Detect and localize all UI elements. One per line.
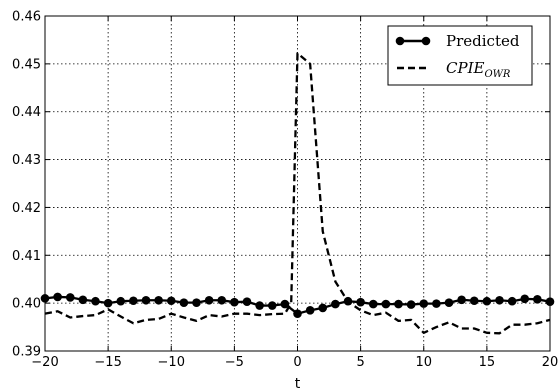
x-tick-label: 10: [415, 355, 432, 370]
series-predicted-point: [331, 299, 340, 309]
series-predicted-point: [343, 296, 353, 306]
series-predicted-point: [217, 295, 227, 305]
series-predicted-point: [432, 299, 441, 308]
legend-cpie-label: CPIEOWR: [446, 59, 511, 80]
series-predicted-point: [469, 296, 479, 306]
x-tick-label: 15: [479, 355, 496, 370]
series-predicted-point: [495, 295, 504, 305]
series-predicted-point: [280, 299, 290, 309]
series-predicted-point: [91, 296, 100, 306]
legend-cpie-subscript: OWR: [484, 69, 510, 80]
series-predicted-point: [192, 298, 201, 307]
x-tick-label: −20: [31, 355, 58, 370]
series-predicted-point: [482, 296, 492, 306]
legend-predicted-label: Predicted: [446, 32, 520, 50]
x-tick-label: 20: [542, 355, 558, 370]
ticks: −20 −15 −10 −5 0 5 10 15 20 0.39 0.40 0.41 0.42 0.43 0…: [12, 10, 558, 371]
legend: Predicted CPIEOWR: [387, 25, 533, 86]
series-predicted-point: [520, 294, 530, 304]
y-tick-label: 0.40: [12, 297, 41, 312]
series-predicted-point: [78, 295, 88, 305]
legend-cpie-main: CPIE: [446, 59, 484, 77]
series-predicted-point: [53, 292, 62, 302]
series-predicted-point: [179, 298, 189, 307]
x-tick-label: 5: [356, 355, 364, 370]
y-tick-label: 0.42: [12, 201, 41, 216]
x-tick-label: 0: [293, 355, 301, 370]
y-tick-label: 0.45: [12, 57, 41, 72]
series-predicted-point: [457, 295, 466, 305]
y-tick-label: 0.39: [12, 345, 41, 360]
series-predicted-point: [166, 296, 176, 306]
series-predicted-point: [154, 295, 163, 305]
series-predicted-point: [368, 299, 378, 309]
legend-box: [387, 25, 533, 86]
series-predicted-point: [242, 297, 252, 307]
x-axis-label: t: [295, 376, 301, 389]
series-predicted-point: [129, 296, 138, 306]
series-predicted-point: [267, 301, 277, 310]
series-predicted-point: [419, 299, 429, 308]
series-predicted-point: [381, 299, 391, 309]
series-predicted-point: [141, 295, 151, 305]
grid: [45, 16, 550, 351]
series-predicted-point: [394, 299, 403, 309]
series-predicted-point: [230, 297, 239, 307]
series-predicted-point: [293, 309, 302, 318]
series-predicted-point: [116, 296, 126, 306]
y-tick-label: 0.43: [12, 153, 41, 168]
series-predicted-point: [204, 295, 214, 305]
series-predicted-point: [406, 300, 416, 309]
series-predicted-point: [356, 297, 365, 307]
x-tick-label: −15: [94, 355, 121, 370]
series-predicted-point: [318, 303, 328, 313]
series-predicted-point: [533, 295, 542, 304]
series-predicted-point: [305, 306, 315, 315]
y-tick-label: 0.44: [12, 105, 41, 120]
series-predicted-point: [507, 296, 517, 306]
y-tick-label: 0.46: [12, 10, 41, 25]
y-tick-label: 0.41: [12, 249, 41, 264]
legend-predicted-marker-left: [395, 36, 405, 46]
legend-predicted-marker-right: [421, 36, 431, 46]
series-predicted-point: [444, 298, 454, 307]
series-cpie-owr-line: [44, 52, 551, 335]
series-predicted-point: [103, 298, 113, 308]
series-predicted-point: [255, 301, 264, 310]
series-layer: [40, 52, 555, 335]
series-predicted-point: [65, 293, 75, 302]
x-tick-label: −10: [158, 355, 185, 370]
x-tick-label: −5: [225, 355, 244, 370]
